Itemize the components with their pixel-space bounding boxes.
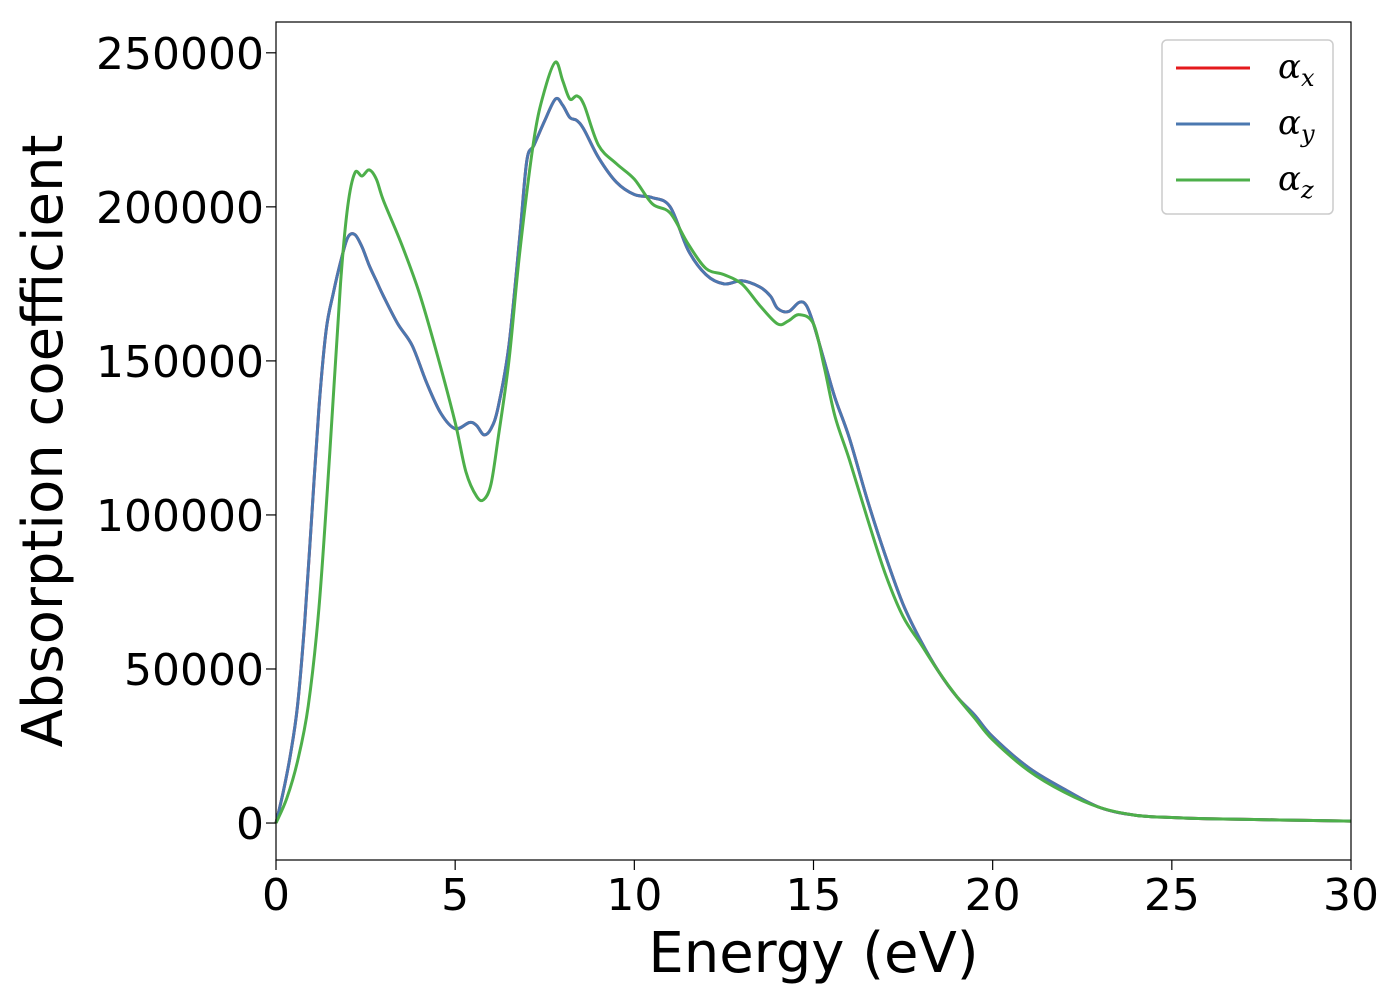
y-tick-label: 250000 — [96, 29, 264, 80]
series-layer — [274, 60, 1352, 824]
y-tick-label: 50000 — [124, 645, 264, 696]
x-tick-label: 25 — [1144, 870, 1200, 921]
legend-label-alpha-x: αx — [1278, 47, 1315, 92]
legend-label-alpha-z: αz — [1278, 159, 1314, 204]
y-tick-label: 200000 — [96, 183, 264, 234]
y-axis-title: Absorption coefficient — [11, 135, 76, 748]
legend-label-alpha-y: αy — [1278, 103, 1315, 148]
y-tick-label: 150000 — [96, 337, 264, 388]
x-tick-label: 20 — [965, 870, 1021, 921]
x-tick-label: 10 — [606, 870, 662, 921]
legend: αx αy αz — [1161, 39, 1334, 215]
series-line-alpha-z — [274, 60, 1352, 824]
x-tick-label: 5 — [441, 870, 469, 921]
legend-box — [1161, 39, 1334, 215]
x-tick-label: 0 — [262, 870, 290, 921]
x-tick-label: 30 — [1323, 870, 1379, 921]
x-tick-label: 15 — [786, 870, 842, 921]
ticks-layer: 0 5 10 15 20 25 30 0 50000 100000 150000 200000 2500… — [96, 29, 1379, 921]
x-axis-title: Energy (eV) — [648, 921, 978, 986]
y-tick-label: 0 — [236, 799, 264, 850]
plot-frame — [275, 21, 1352, 861]
y-tick-label: 100000 — [96, 491, 264, 542]
